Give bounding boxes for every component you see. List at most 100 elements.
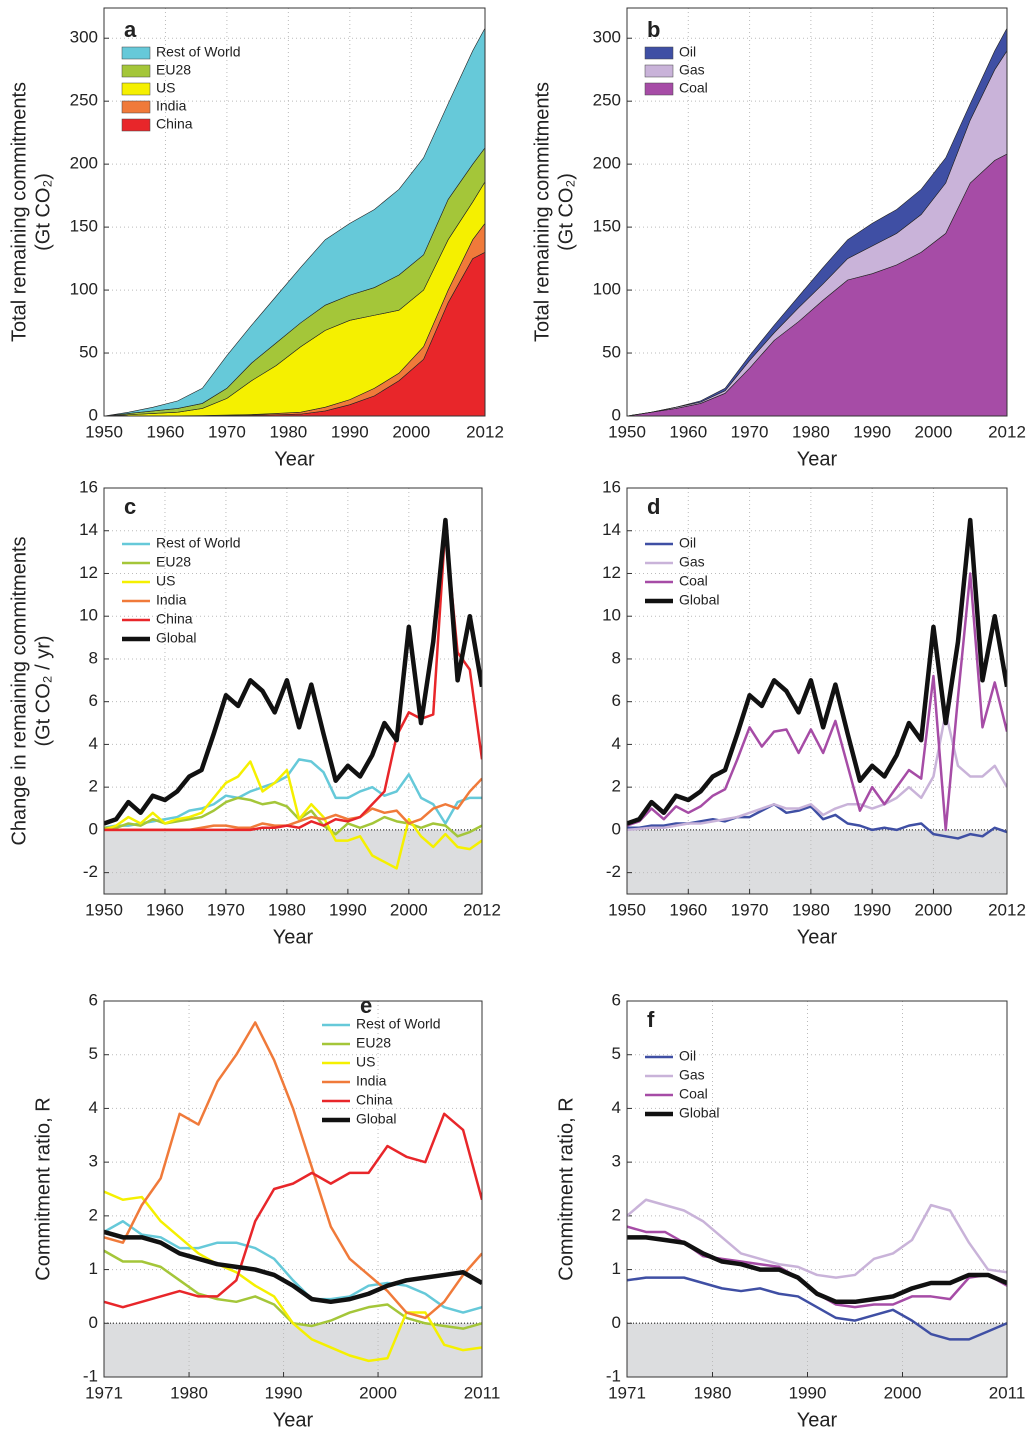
x-axis-title: Year	[274, 448, 315, 470]
plot-area	[104, 1021, 482, 1363]
x-tick-label: 1960	[669, 900, 707, 919]
plot-area	[627, 517, 1007, 840]
x-tick-label: 1950	[85, 900, 123, 919]
legend-label: India	[356, 1073, 387, 1089]
y-tick-label: 50	[79, 343, 98, 362]
area	[104, 28, 485, 416]
line	[104, 1190, 482, 1363]
legend-label: China	[156, 611, 193, 627]
line	[104, 758, 482, 829]
y-tick-label: 200	[70, 154, 98, 173]
panel: -2 0 2 4 6 8 10 12 14 16 1950 1960 1970 1980 1990 2000 2…	[602, 477, 1026, 948]
y-tick-label: 12	[79, 563, 98, 582]
x-tick-label: 1970	[731, 900, 769, 919]
y-tick-label: 150	[593, 217, 621, 236]
panel: -1 0 1 2 3 4 5 6 1971 1980 1990 2000 2011 f Oil Gas Coal…	[555, 990, 1025, 1431]
legend-label: Global	[679, 1105, 719, 1121]
axes-frame	[626, 7, 1008, 417]
line	[104, 1219, 482, 1314]
y-tick-label: 50	[602, 343, 621, 362]
x-tick-label: 1960	[146, 900, 184, 919]
y-tick-label: 5	[89, 1044, 98, 1063]
x-tick-label: 1950	[85, 422, 123, 441]
plot-area	[627, 28, 1007, 416]
y-tick-label: 150	[70, 217, 98, 236]
legend-label: Global	[156, 630, 196, 646]
y-tick-label: 16	[79, 477, 98, 496]
x-tick-label: 2000	[884, 1383, 922, 1402]
x-tick-label: 2000	[390, 900, 428, 919]
line	[627, 572, 1007, 832]
x-tick-label: 2000	[915, 900, 953, 919]
y-tick-label: 3	[612, 1152, 621, 1171]
axes-frame	[103, 1000, 483, 1378]
y-axis-title: Total remaining commitments	[8, 82, 30, 342]
negative-shade	[104, 1323, 482, 1377]
y-tick-label: 5	[612, 1044, 621, 1063]
legend-label: Rest of World	[156, 44, 241, 60]
x-tick-label: 1980	[268, 900, 306, 919]
negative-shade	[627, 1323, 1007, 1377]
x-tick-label: 1960	[669, 422, 707, 441]
x-tick-label: 1971	[85, 1383, 123, 1402]
y-tick-label: 12	[602, 563, 621, 582]
x-tick-label: 2012	[988, 900, 1026, 919]
plot-area	[104, 517, 482, 870]
y-tick-label: 6	[612, 691, 621, 710]
x-tick-label: 1990	[789, 1383, 827, 1402]
x-tick-label: 1980	[170, 1383, 208, 1402]
legend-label: Oil	[679, 1048, 696, 1064]
x-tick-label: 2012	[466, 422, 504, 441]
legend-label: China	[356, 1092, 393, 1108]
y-tick-label: 300	[70, 28, 98, 47]
x-tick-label: 1990	[853, 422, 891, 441]
legend-label: India	[156, 592, 187, 608]
y-axis-title: Change in remaining commitments	[8, 536, 30, 845]
axes-frame	[626, 487, 1008, 895]
legend-label: Gas	[679, 1067, 705, 1083]
panel: -2 0 2 4 6 8 10 12 14 16 1950 1960 1970 1980 1990 2000 2…	[8, 477, 501, 948]
x-tick-label: 2012	[463, 900, 501, 919]
negative-shade	[104, 829, 482, 894]
panel-letter: c	[124, 494, 136, 519]
x-tick-label: 1960	[147, 422, 185, 441]
x-axis-title: Year	[797, 926, 838, 948]
y-tick-label: 0	[89, 1313, 98, 1332]
legend-label: EU28	[156, 554, 191, 570]
legend-swatch	[121, 82, 151, 96]
legend-label: Gas	[679, 62, 705, 78]
legend-label: EU28	[156, 62, 191, 78]
y-tick-label: 1	[89, 1259, 98, 1278]
panel-letter: d	[647, 494, 660, 519]
y-tick-label: 2	[612, 777, 621, 796]
legend-swatch	[644, 64, 674, 78]
y-tick-label: 3	[89, 1152, 98, 1171]
y-tick-label: 100	[593, 280, 621, 299]
x-tick-label: 2000	[359, 1383, 397, 1402]
y-tick-label: 0	[89, 405, 98, 424]
x-tick-label: 2012	[988, 422, 1026, 441]
line	[627, 517, 1007, 826]
y-tick-label: 0	[612, 1313, 621, 1332]
y-tick-label: 16	[602, 477, 621, 496]
legend-label: Global	[356, 1111, 396, 1127]
line	[627, 1276, 1007, 1341]
y-tick-label: 4	[89, 1098, 98, 1117]
x-tick-label: 1971	[608, 1383, 646, 1402]
line	[627, 1235, 1007, 1305]
x-axis-title: Year	[797, 1409, 838, 1431]
y-tick-label: 1	[612, 1259, 621, 1278]
y-tick-label: 250	[593, 91, 621, 110]
x-tick-label: 1980	[792, 900, 830, 919]
legend-swatch	[121, 46, 151, 60]
panel: 0 50 100 150 200 250 300 1950 1960 1970 1980 1990 20…	[8, 7, 504, 470]
x-tick-label: 1950	[608, 900, 646, 919]
y-tick-label: 6	[612, 990, 621, 1009]
y-tick-label: 2	[89, 1205, 98, 1224]
y-tick-label: 0	[612, 819, 621, 838]
panel-letter: a	[124, 17, 137, 42]
legend-label: Rest of World	[156, 535, 241, 551]
y-axis-title: (Gt CO₂ / yr)	[32, 635, 54, 746]
x-tick-label: 2011	[464, 1383, 501, 1402]
